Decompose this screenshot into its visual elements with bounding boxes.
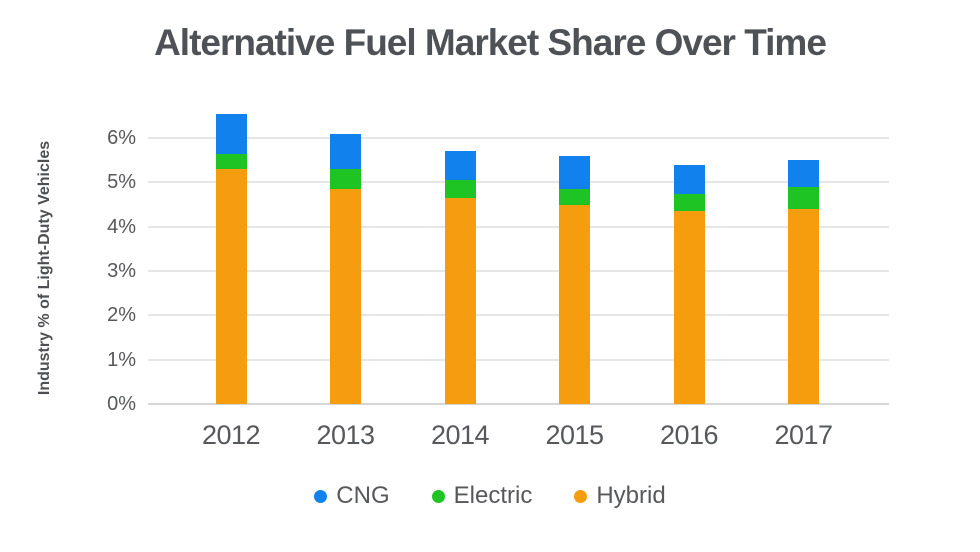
bar-segment-hybrid-2013 <box>330 189 361 404</box>
y-tick-2%: 2% <box>107 304 136 327</box>
bar-segment-hybrid-2016 <box>673 211 705 404</box>
legend: CNG Electric Hybrid <box>0 482 980 510</box>
bar-segment-cng-2012 <box>215 113 247 154</box>
bar-segment-electric-2014 <box>444 180 476 198</box>
gridline-6% <box>148 137 889 139</box>
x-label-2017: 2017 <box>774 420 833 450</box>
gridline-0% <box>148 403 889 405</box>
bar-segment-cng-2014 <box>444 151 476 181</box>
bar-segment-cng-2017 <box>788 160 819 187</box>
gridline-2% <box>148 314 889 317</box>
gridline-3% <box>148 270 889 272</box>
bar-segment-electric-2015 <box>559 189 590 205</box>
plot-area <box>148 104 889 406</box>
bar-segment-electric-2013 <box>330 169 361 189</box>
y-tick-1%: 1% <box>107 348 136 371</box>
legend-label-electric: Electric <box>453 482 533 509</box>
bar-segment-electric-2012 <box>215 153 247 169</box>
y-tick-0%: 0% <box>107 393 136 415</box>
legend-item-cng: CNG <box>314 482 390 510</box>
electric-legend-dot-icon <box>431 489 445 503</box>
legend-label-hybrid: Hybrid <box>596 482 666 509</box>
hybrid-legend-dot-icon <box>574 489 588 503</box>
y-tick-5%: 5% <box>107 171 136 194</box>
y-axis-title: Industry % of Light-Duty Vehicles <box>36 140 53 396</box>
bar-segment-hybrid-2017 <box>788 208 819 404</box>
legend-item-electric: Electric <box>431 482 533 510</box>
bar-column-2013 <box>330 133 361 404</box>
legend-item-hybrid: Hybrid <box>574 482 666 510</box>
x-label-2012: 2012 <box>201 420 261 450</box>
bar-segment-hybrid-2015 <box>559 204 590 404</box>
bar-column-2016 <box>673 164 705 404</box>
bar-segment-cng-2015 <box>559 155 590 189</box>
cng-legend-dot-icon <box>314 489 328 503</box>
y-tick-6%: 6% <box>107 127 136 149</box>
bar-segment-cng-2016 <box>673 164 705 194</box>
bar-segment-electric-2016 <box>673 193 705 212</box>
bar-segment-cng-2013 <box>330 133 361 170</box>
bar-segment-electric-2017 <box>788 186 819 209</box>
x-label-2016: 2016 <box>659 420 719 450</box>
bar-segment-hybrid-2014 <box>444 197 476 404</box>
bar-column-2015 <box>559 155 590 404</box>
gridline-4% <box>148 225 889 228</box>
y-tick-3%: 3% <box>107 260 136 282</box>
legend-label-cng: CNG <box>336 482 390 509</box>
gridline-1% <box>148 358 889 361</box>
x-label-2015: 2015 <box>545 420 604 450</box>
bar-column-2017 <box>788 160 819 404</box>
chart-title: Alternative Fuel Market Share Over Time <box>154 22 827 63</box>
bar-column-2012 <box>215 113 247 404</box>
bar-column-2014 <box>444 151 476 404</box>
y-tick-4%: 4% <box>107 215 136 238</box>
bar-segment-hybrid-2012 <box>215 169 247 404</box>
x-label-2014: 2014 <box>430 420 490 450</box>
gridline-5% <box>148 181 889 184</box>
x-label-2013: 2013 <box>316 420 375 450</box>
